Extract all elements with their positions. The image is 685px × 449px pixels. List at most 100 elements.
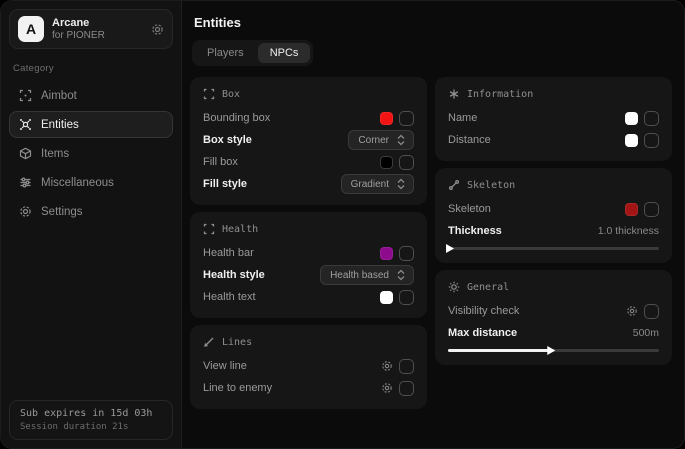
row-controls [381, 358, 414, 374]
checkbox-name[interactable] [644, 110, 659, 126]
row-health-bar: Health bar [203, 242, 414, 264]
row-label: Name [448, 112, 478, 124]
row-label: Health text [203, 291, 256, 303]
row-label: Fill box [203, 156, 238, 168]
slider-max-distance[interactable] [448, 346, 659, 355]
slider-track[interactable] [448, 247, 659, 250]
color-swatch-distance[interactable] [625, 133, 638, 147]
brand-text: Arcane for PIONER [52, 17, 143, 41]
row-label: Thickness [448, 225, 502, 237]
row-controls [380, 289, 414, 305]
card-title: Health [222, 223, 259, 235]
sidebar-item-label: Aimbot [41, 89, 77, 102]
row-label: Skeleton [448, 203, 491, 215]
row-max-distance: Max distance 500m [448, 322, 659, 344]
row-box-style: Box style Corner [203, 129, 414, 151]
sidebar-item-miscellaneous[interactable]: Miscellaneous [9, 169, 173, 196]
row-skeleton: Skeleton [448, 198, 659, 220]
select-fill-style[interactable]: Gradient [340, 174, 414, 194]
card-header: General [448, 281, 659, 293]
checkbox-visibility-check[interactable] [644, 303, 659, 319]
brand-card: A Arcane for PIONER [9, 9, 173, 49]
checkbox-skeleton[interactable] [644, 201, 659, 217]
row-label: Bounding box [203, 112, 271, 124]
select-box-style[interactable]: Corner [348, 130, 414, 150]
row-controls [381, 380, 414, 396]
sub-expiry-text: Sub expires in 15d 03h [20, 408, 153, 419]
row-label: Line to enemy [203, 382, 273, 394]
checkbox-line-to-enemy[interactable] [399, 380, 414, 396]
select-value: Gradient [350, 178, 389, 190]
checkbox-bounding-box[interactable] [399, 110, 414, 126]
checkbox-distance[interactable] [644, 132, 659, 148]
color-swatch-bounding-box[interactable] [380, 111, 393, 125]
sidebar-item-items[interactable]: Items [9, 140, 173, 167]
color-swatch-fill-box[interactable] [380, 155, 393, 169]
crosshair-icon [19, 89, 32, 102]
checkbox-fill-box[interactable] [399, 154, 414, 170]
row-health-text: Health text [203, 286, 414, 308]
select-value: Corner [358, 134, 389, 146]
row-controls: Gradient [340, 174, 414, 194]
row-view-line: View line [203, 355, 414, 377]
card-title: Box [222, 88, 241, 100]
color-swatch-skeleton[interactable] [625, 202, 638, 216]
card-lines: Lines View line Line to enemy [190, 325, 427, 409]
row-controls [380, 110, 414, 126]
app-logo: A [18, 16, 44, 42]
category-label: Category [13, 63, 54, 74]
chevron-up-down-icon [396, 269, 406, 281]
row-line-to-enemy: Line to enemy [203, 377, 414, 399]
card-box: Box Bounding box Box style Corner Fill box Fi… [190, 77, 427, 205]
app-subtitle: for PIONER [52, 29, 105, 41]
slider-thickness[interactable] [446, 244, 659, 253]
color-swatch-health-bar[interactable] [380, 246, 393, 260]
checkbox-health-text[interactable] [399, 289, 414, 305]
sidebar-item-label: Miscellaneous [41, 176, 114, 189]
row-name: Name [448, 107, 659, 129]
gear-icon[interactable] [381, 360, 393, 372]
slider-handle[interactable] [446, 244, 454, 253]
row-label: Box style [203, 134, 252, 146]
color-swatch-health-text[interactable] [380, 290, 393, 304]
color-swatch-name[interactable] [625, 111, 638, 125]
card-title: Information [467, 88, 534, 100]
select-health-style[interactable]: Health based [320, 265, 414, 285]
page-title: Entities [194, 15, 241, 30]
chevron-up-down-icon [396, 178, 406, 190]
row-label: Health bar [203, 247, 254, 259]
row-controls [626, 303, 659, 319]
cube-icon [19, 147, 32, 160]
gear-icon [19, 205, 32, 218]
checkbox-health-bar[interactable] [399, 245, 414, 261]
card-columns: Box Bounding box Box style Corner Fill box Fi… [190, 77, 672, 409]
row-label: Fill style [203, 178, 248, 190]
app-name: Arcane [52, 16, 90, 29]
slider-handle[interactable] [547, 346, 556, 355]
sidebar-item-settings[interactable]: Settings [9, 198, 173, 225]
card-header: Skeleton [448, 179, 659, 191]
tab-players[interactable]: Players [207, 47, 244, 59]
tab-npcs[interactable]: NPCs [257, 43, 311, 63]
row-controls [380, 245, 414, 261]
sidebar-item-entities[interactable]: Entities [9, 111, 173, 138]
row-controls: Corner [348, 130, 414, 150]
card-header: Health [203, 223, 414, 235]
card-header: Box [203, 88, 414, 100]
gear-icon[interactable] [626, 305, 638, 317]
sidebar-item-aimbot[interactable]: Aimbot [9, 82, 173, 109]
card-skeleton: Skeleton Skeleton Thickness 1.0 thickness [435, 168, 672, 263]
row-label: Health style [203, 269, 265, 281]
gear-icon[interactable] [151, 23, 164, 36]
gear-icon[interactable] [381, 382, 393, 394]
row-label: View line [203, 360, 247, 372]
sidebar-item-label: Items [41, 147, 70, 160]
checkbox-view-line[interactable] [399, 358, 414, 374]
sidebar-nav: Aimbot Entities Items Miscellaneous Settings [9, 82, 173, 225]
scan-brackets-icon [203, 223, 215, 235]
row-fill-style: Fill style Gradient [203, 173, 414, 195]
slider-fill [448, 349, 550, 352]
sidebar: A Arcane for PIONER Category Aimbot Entit… [1, 1, 182, 448]
row-controls [625, 110, 659, 126]
